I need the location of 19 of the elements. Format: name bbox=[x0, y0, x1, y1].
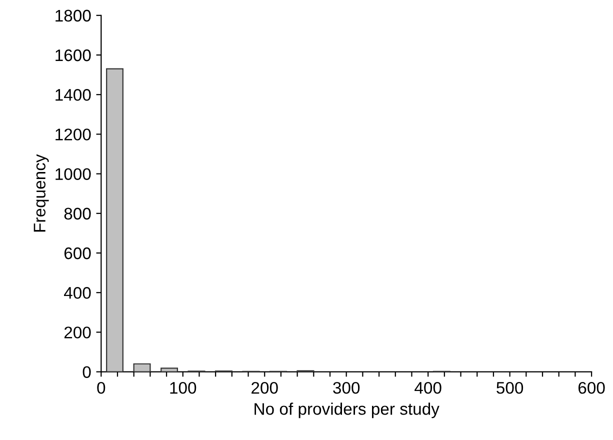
y-tick-label: 0 bbox=[82, 366, 91, 378]
x-tick-label: 200 bbox=[252, 382, 278, 394]
y-tick-label: 1400 bbox=[56, 89, 91, 101]
x-tick-label: 600 bbox=[578, 382, 605, 394]
x-tick-label: 0 bbox=[97, 382, 106, 394]
x-tick-label: 500 bbox=[496, 382, 524, 394]
x-tick-label: 300 bbox=[333, 382, 360, 394]
y-axis-title: Frequency bbox=[34, 154, 49, 232]
y-tick-label: 400 bbox=[64, 287, 91, 299]
x-tick-label: 100 bbox=[170, 382, 196, 394]
y-tick-label: 1800 bbox=[56, 10, 91, 22]
y-tick-label: 1600 bbox=[56, 49, 91, 62]
y-tick-label: 800 bbox=[64, 208, 91, 220]
x-axis-title: No of providers per study bbox=[254, 402, 440, 418]
x-tick-label: 400 bbox=[414, 382, 442, 394]
y-tick-label: 600 bbox=[64, 247, 91, 260]
y-tick-label: 200 bbox=[64, 326, 91, 338]
y-tick-label: 1200 bbox=[56, 128, 91, 140]
y-tick-label: 1000 bbox=[56, 168, 91, 180]
